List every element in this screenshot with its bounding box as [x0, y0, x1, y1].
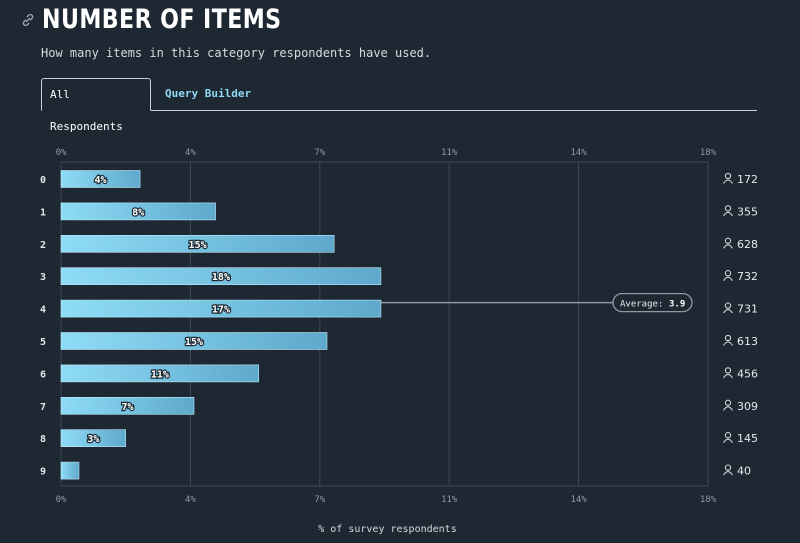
tab-all-respondents[interactable]: All Respondents: [41, 78, 151, 133]
respondent-count: 309: [723, 399, 758, 413]
x-tick-label-top: 0%: [56, 148, 67, 158]
person-icon-body: [723, 276, 733, 282]
tab-bar: All Respondents Query Builder: [41, 78, 757, 133]
x-tick-label-bottom: 14%: [570, 495, 587, 505]
person-icon: [724, 270, 732, 277]
x-tick-label-bottom: 11%: [441, 495, 458, 505]
person-icon: [724, 205, 732, 212]
bar: [60, 364, 259, 383]
person-icon: [724, 302, 732, 309]
person-icon-body: [723, 211, 733, 217]
respondent-count: 613: [723, 334, 758, 348]
link-icon[interactable]: [20, 12, 36, 28]
respondent-count-value: 732: [737, 270, 758, 283]
person-icon: [724, 367, 732, 374]
category-label: 6: [40, 369, 46, 380]
title-row: NUMBER OF ITEMS: [20, 4, 334, 35]
respondent-count: 355: [723, 205, 758, 218]
x-axis-label: % of survey respondents: [318, 524, 457, 535]
bar: [60, 267, 382, 286]
bar-value-label: 17%: [212, 305, 230, 316]
respondent-count-value: 145: [737, 432, 758, 445]
person-icon-body: [723, 438, 733, 444]
x-axis-ticks: 0% 0% 4% 4% 7% 7% 11% 11% 14% 14% 18% 18%: [56, 148, 717, 505]
x-tick-label-top: 11%: [441, 148, 458, 158]
bar-value-label: 15%: [189, 240, 207, 251]
respondent-count: 732: [723, 270, 758, 283]
average-value: 3.9: [669, 300, 685, 310]
x-tick-label-top: 4%: [185, 148, 196, 158]
category-label: 7: [40, 402, 46, 413]
respondent-count: 40: [723, 464, 751, 478]
respondent-count: 456: [723, 367, 758, 380]
person-icon-body: [723, 471, 733, 476]
x-tick-label-bottom: 4%: [185, 495, 196, 505]
person-icon: [724, 399, 732, 406]
bar: [60, 170, 141, 188]
category-label: 9: [40, 467, 46, 478]
respondent-count-value: 172: [737, 173, 758, 186]
bar: [60, 202, 216, 221]
person-icon: [724, 237, 732, 244]
x-tick-label-bottom: 7%: [314, 495, 325, 505]
person-icon-body: [723, 373, 733, 379]
bar: [60, 299, 382, 318]
respondent-count: 628: [723, 237, 758, 251]
page-title: NUMBER OF ITEMS: [42, 4, 282, 35]
respondent-count: 145: [723, 432, 758, 445]
person-icon-body: [723, 309, 733, 314]
average-badge: [612, 292, 693, 313]
respondent-count-value: 731: [737, 303, 758, 316]
person-icon-body: [723, 244, 733, 249]
person-icon: [724, 432, 732, 439]
y-axis-labels: 0 1 2 3 4 5 6 7 8 9: [40, 175, 46, 478]
category-label: 8: [40, 434, 46, 445]
bar-value-label: 4%: [95, 175, 107, 186]
person-icon-body: [723, 406, 733, 411]
tab-query-builder[interactable]: Query Builder: [165, 87, 252, 100]
person-icon-body: [723, 179, 733, 184]
respondent-count-value: 613: [737, 335, 758, 348]
category-label: 4: [40, 305, 46, 316]
x-tick-label-top: 7%: [314, 148, 325, 158]
respondent-count: 731: [723, 302, 758, 316]
average-marker: Average: 3.9: [380, 292, 693, 313]
bar: [60, 396, 195, 415]
bar-value-label: 11%: [151, 369, 169, 380]
x-tick-label-bottom: 0%: [56, 495, 67, 505]
respondent-count-value: 456: [737, 367, 758, 380]
bar-value-label: 3%: [87, 434, 99, 445]
category-label: 3: [40, 272, 46, 283]
respondent-count: 172: [723, 172, 758, 186]
person-icon: [724, 334, 732, 342]
page-subtitle: How many items in this category responde…: [41, 46, 432, 60]
category-label: 2: [40, 240, 46, 251]
respondent-count-value: 40: [737, 465, 751, 478]
respondent-counts: 172 355 628 732 731 613 456 309 145 40: [723, 172, 758, 478]
bar: [60, 461, 80, 480]
bar-value-label: 15%: [185, 337, 203, 348]
bar: [60, 235, 335, 253]
x-tick-label-bottom: 18%: [700, 495, 717, 505]
person-icon: [724, 172, 732, 180]
bar-value-label: 18%: [212, 272, 230, 283]
bar-value-label: 7%: [121, 402, 133, 413]
bar: [60, 429, 126, 448]
respondent-count-value: 628: [737, 238, 758, 251]
respondent-count-value: 355: [737, 205, 758, 218]
x-tick-label-top: 18%: [700, 148, 717, 158]
bar-value-label: 8%: [132, 207, 144, 218]
category-label: 5: [40, 337, 46, 348]
respondent-count-value: 309: [737, 400, 758, 413]
x-tick-label-top: 14%: [570, 148, 587, 158]
bar: [60, 332, 328, 350]
person-icon: [724, 464, 732, 471]
category-label: 1: [40, 207, 46, 218]
category-label: 0: [40, 175, 46, 186]
bars: 4% 8% 15% 18% 17% 15% 11% 7% 3%: [60, 170, 382, 480]
average-label: Average:: [620, 300, 663, 310]
person-icon-body: [723, 341, 733, 346]
